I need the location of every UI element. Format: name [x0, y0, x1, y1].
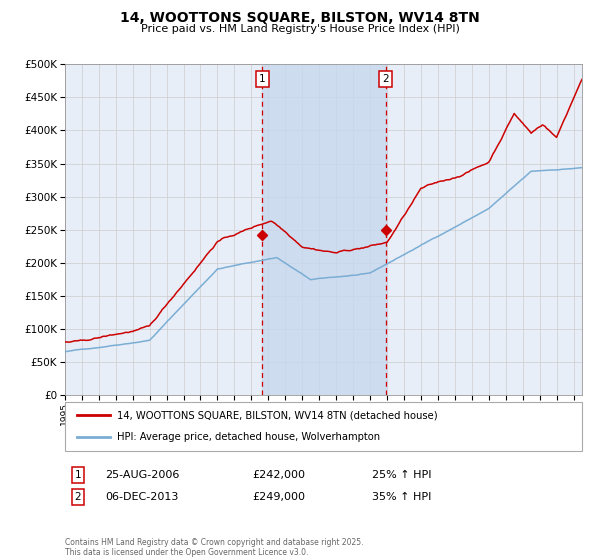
Bar: [262, 64, 386, 395]
Text: £249,000: £249,000: [252, 492, 305, 502]
Text: 1: 1: [259, 74, 266, 84]
Text: £242,000: £242,000: [252, 470, 305, 480]
Text: 2: 2: [382, 74, 389, 84]
Text: 1: 1: [74, 470, 82, 480]
Text: 25-AUG-2006: 25-AUG-2006: [105, 470, 179, 480]
Text: Contains HM Land Registry data © Crown copyright and database right 2025.
This d: Contains HM Land Registry data © Crown c…: [65, 538, 364, 557]
Text: 2: 2: [74, 492, 82, 502]
Text: 14, WOOTTONS SQUARE, BILSTON, WV14 8TN: 14, WOOTTONS SQUARE, BILSTON, WV14 8TN: [120, 11, 480, 25]
Text: 06-DEC-2013: 06-DEC-2013: [105, 492, 178, 502]
Text: Price paid vs. HM Land Registry's House Price Index (HPI): Price paid vs. HM Land Registry's House …: [140, 24, 460, 34]
Text: 14, WOOTTONS SQUARE, BILSTON, WV14 8TN (detached house): 14, WOOTTONS SQUARE, BILSTON, WV14 8TN (…: [117, 410, 437, 421]
Text: HPI: Average price, detached house, Wolverhampton: HPI: Average price, detached house, Wolv…: [117, 432, 380, 442]
Text: 25% ↑ HPI: 25% ↑ HPI: [372, 470, 431, 480]
Text: 35% ↑ HPI: 35% ↑ HPI: [372, 492, 431, 502]
